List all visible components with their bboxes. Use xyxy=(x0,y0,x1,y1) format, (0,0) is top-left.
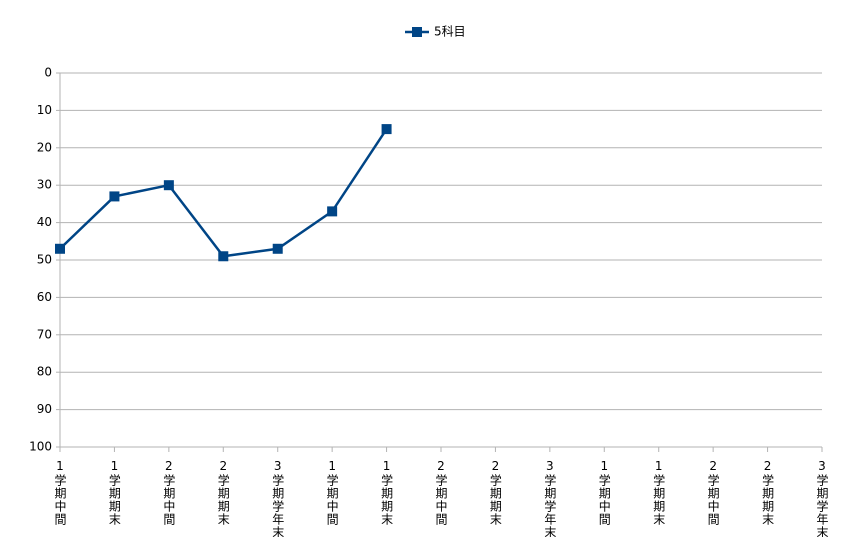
x-tick-label: 2学期中間 xyxy=(434,459,448,526)
data-marker xyxy=(218,251,229,262)
data-marker xyxy=(327,206,338,217)
x-tick-label: 1学期期末 xyxy=(652,459,666,526)
x-tick-label: 2学期期末 xyxy=(488,459,502,526)
x-tick-label: 2学期中間 xyxy=(706,459,720,526)
data-marker xyxy=(163,180,174,191)
data-marker xyxy=(272,243,283,254)
x-tick-label: 1学期中間 xyxy=(325,459,339,526)
y-tick-label: 20 xyxy=(37,140,52,154)
y-tick-label: 100 xyxy=(29,440,52,454)
x-tick-label: 1学期中間 xyxy=(597,459,611,526)
x-tick-label: 3学期学年末 xyxy=(271,459,285,537)
x-tick-label: 3学期学年末 xyxy=(543,459,557,537)
y-tick-label: 60 xyxy=(37,290,52,304)
x-tick-label: 2学期期末 xyxy=(761,459,775,526)
y-tick-label: 50 xyxy=(37,253,52,267)
x-tick-label: 1学期期末 xyxy=(380,459,394,526)
y-tick-label: 10 xyxy=(37,103,52,117)
y-tick-label: 90 xyxy=(37,402,52,416)
x-tick-label: 1学期中間 xyxy=(53,459,67,526)
x-tick-label: 2学期中間 xyxy=(162,459,176,526)
x-tick-label: 2学期期末 xyxy=(216,459,230,526)
legend-label: 5科目 xyxy=(434,25,466,39)
x-tick-label: 1学期期末 xyxy=(107,459,121,526)
y-tick-label: 80 xyxy=(37,365,52,379)
x-tick-label: 3学期学年末 xyxy=(815,459,829,537)
data-marker xyxy=(381,124,392,135)
y-tick-label: 70 xyxy=(37,327,52,341)
legend-marker xyxy=(412,27,422,37)
y-tick-label: 0 xyxy=(44,66,52,80)
y-tick-label: 30 xyxy=(37,178,52,192)
data-marker xyxy=(55,243,65,254)
y-tick-label: 40 xyxy=(37,215,52,229)
data-marker xyxy=(109,191,120,202)
